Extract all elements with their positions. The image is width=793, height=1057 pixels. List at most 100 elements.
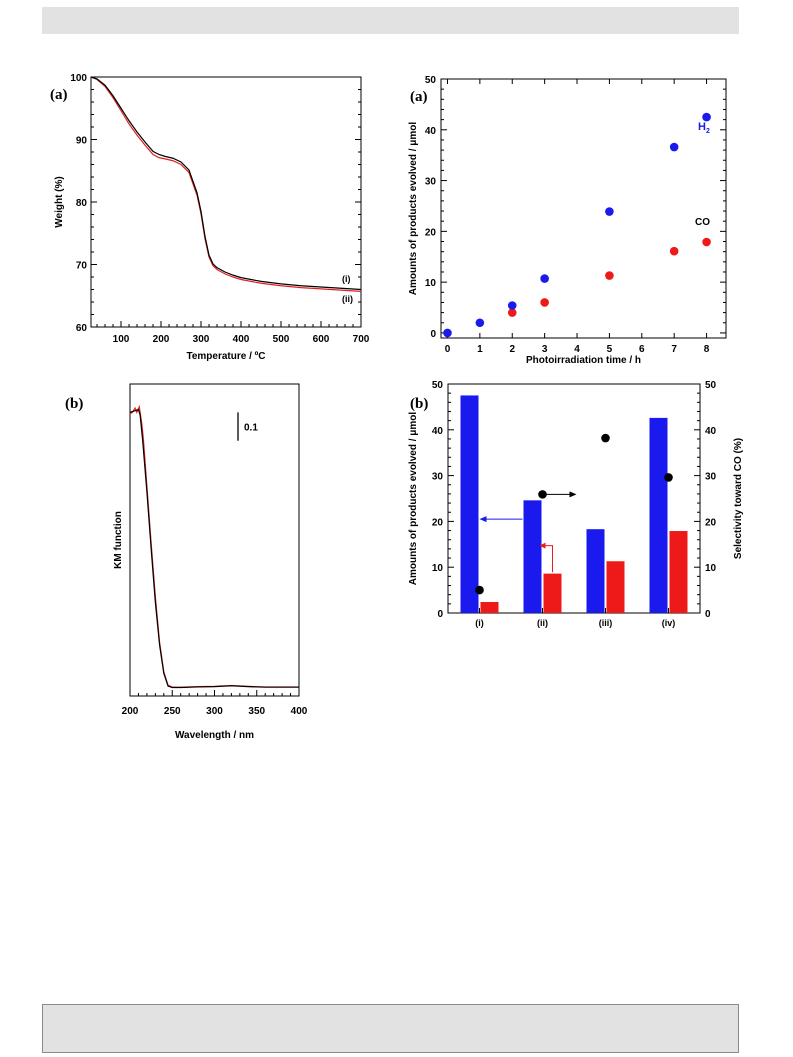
y-tick-label: 30: [432, 472, 444, 483]
y-tick-label: 20: [425, 227, 437, 238]
x-axis-label: Wavelength / nm: [175, 730, 254, 741]
y-axis-label: Weight (%): [54, 176, 65, 227]
category-label: (iv): [662, 618, 676, 628]
x-tick-label: 200: [153, 334, 170, 345]
y-axis-label: Amounts of products evolved / μmol: [408, 122, 419, 296]
bar-co: [606, 561, 625, 613]
x-tick-label: 600: [313, 334, 330, 345]
series-label-co: CO: [695, 217, 710, 228]
x-tick-label: 250: [164, 706, 181, 717]
y-tick-label: 100: [70, 73, 87, 84]
series-label-h2-main: H: [698, 121, 706, 133]
y-axis-label: KM function: [113, 511, 124, 569]
bar-h2: [523, 500, 542, 613]
x-tick-label: 5: [607, 344, 613, 355]
y-tick-label: 50: [425, 75, 437, 86]
arrow-head: [479, 516, 487, 523]
header-bar: [42, 7, 739, 34]
bar-h2: [649, 417, 668, 613]
data-point-h2: [507, 301, 517, 310]
bar-h2: [460, 395, 479, 613]
selectivity-point: [601, 433, 610, 443]
data-point-h2: [475, 318, 485, 328]
y-tick-label: 10: [432, 563, 444, 574]
selectivity-point: [475, 585, 484, 595]
bar-h2: [586, 529, 605, 613]
data-point-co: [702, 237, 711, 247]
data-point-h2: [443, 328, 452, 338]
y-tick-label: 0: [437, 609, 443, 620]
data-point-h2: [669, 142, 679, 152]
x-axis-label: Photoirradiation time / h: [526, 355, 641, 366]
panel-label: (a): [50, 87, 68, 103]
selectivity-point: [664, 473, 673, 482]
y-tick-label: 60: [76, 323, 88, 334]
tga-curve-1: [90, 76, 362, 291]
y2-tick-label: 0: [705, 609, 711, 620]
spectrum-curve-1: [129, 408, 299, 689]
y-tick-label: 40: [425, 126, 437, 137]
x-tick-label: 3: [542, 344, 548, 355]
bar-co: [480, 602, 499, 613]
x-tick-label: 300: [193, 334, 210, 345]
x-tick-label: 400: [291, 706, 308, 717]
panel-label: (b): [65, 396, 83, 412]
y-tick-label: 90: [76, 136, 88, 147]
data-point-co: [507, 308, 517, 317]
x-tick-label: 100: [113, 334, 130, 345]
scale-bar-label: 0.1: [244, 423, 258, 434]
curve-annotation: (i): [342, 274, 351, 284]
data-point-co: [605, 271, 614, 280]
spectrum-curve-2: [129, 404, 299, 688]
x-tick-label: 300: [206, 706, 223, 717]
x-tick-label: 400: [233, 334, 250, 345]
y2-tick-label: 10: [705, 563, 717, 574]
data-point-h2: [605, 207, 614, 216]
data-point-co: [669, 246, 679, 256]
x-tick-label: 8: [704, 344, 710, 355]
arrow-head: [539, 542, 546, 549]
x-tick-label: 700: [353, 334, 370, 345]
y2-tick-label: 30: [705, 472, 717, 483]
y-tick-label: 80: [76, 198, 88, 209]
x-tick-label: 200: [122, 706, 139, 717]
y-axis-label: Amounts of products evolved / μmol: [408, 412, 419, 586]
panel-label: (a): [410, 89, 428, 105]
y2-tick-label: 50: [705, 380, 717, 391]
y-tick-label: 20: [432, 517, 444, 528]
panel-label: (b): [410, 396, 428, 412]
bar-co: [669, 531, 688, 613]
x-tick-label: 1: [477, 344, 483, 355]
time-course-frame: [440, 78, 727, 339]
uv-vis-frame: [129, 383, 300, 697]
y-tick-label: 30: [425, 177, 437, 188]
y-tick-label: 70: [76, 261, 88, 272]
x-tick-label: 2: [509, 344, 515, 355]
y-tick-label: 10: [425, 278, 437, 289]
arrow-head: [569, 491, 577, 498]
category-label: (i): [475, 618, 484, 628]
category-label: (iii): [599, 618, 613, 628]
y2-axis-label: Selectivity toward CO (%): [733, 438, 744, 559]
x-tick-label: 350: [248, 706, 265, 717]
x-tick-label: 500: [273, 334, 290, 345]
y-tick-label: 0: [430, 329, 436, 340]
arrow-to-left-axis-red: [543, 545, 553, 573]
data-point-h2: [702, 112, 711, 122]
data-point-h2: [540, 274, 549, 283]
y2-tick-label: 20: [705, 517, 717, 528]
y-tick-label: 40: [432, 426, 444, 437]
footer-bar: [42, 1004, 739, 1053]
tga-frame: [90, 76, 362, 328]
series-label-h2-sub: 2: [706, 128, 710, 135]
curve-annotation: (ii): [342, 294, 353, 304]
x-tick-label: 7: [671, 344, 677, 355]
bar-co: [543, 573, 562, 613]
data-point-co: [540, 298, 549, 307]
y-tick-label: 50: [432, 380, 444, 391]
x-axis-label: Temperature / ºC: [186, 351, 265, 362]
selectivity-point: [538, 490, 547, 499]
tga-curve-2: [90, 76, 362, 292]
category-label: (ii): [537, 618, 548, 628]
